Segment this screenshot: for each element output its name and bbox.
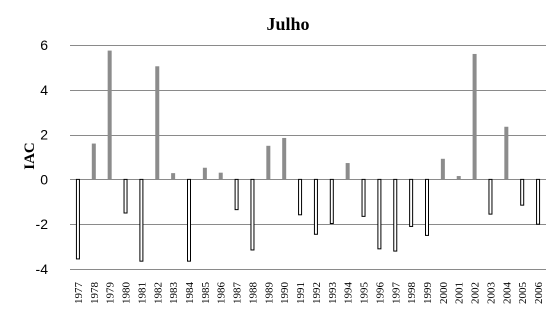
x-tick-label: 1994 xyxy=(343,282,355,305)
bar xyxy=(266,145,271,180)
bar xyxy=(187,178,191,262)
bar xyxy=(250,178,255,251)
y-tick-label: -4 xyxy=(36,261,49,277)
x-tick-label: 1991 xyxy=(295,282,307,304)
bar xyxy=(298,178,303,216)
bar xyxy=(123,178,128,214)
bar xyxy=(456,176,461,180)
bar xyxy=(393,178,398,252)
bar xyxy=(377,178,382,250)
x-tick-label: 1986 xyxy=(216,282,228,305)
bar xyxy=(472,53,477,180)
bar xyxy=(282,137,287,180)
x-tick-labels: 1977 1978 1979 1980 1981 1982 1983 1984 1985 1986… xyxy=(73,282,545,305)
bar xyxy=(409,178,414,227)
x-tick-label: 2002 xyxy=(470,282,482,304)
x-tick-label: 1993 xyxy=(327,282,339,305)
chart-title: Julho xyxy=(266,14,309,34)
bar xyxy=(536,178,541,225)
y-tick-label: 0 xyxy=(40,171,48,187)
bar xyxy=(504,126,509,180)
bar xyxy=(440,158,445,180)
y-tick-label: 6 xyxy=(40,37,48,53)
bar xyxy=(488,178,493,215)
bar xyxy=(218,172,223,180)
bar xyxy=(91,143,96,180)
bar xyxy=(202,167,207,180)
x-tick-label: 2003 xyxy=(485,282,497,305)
x-tick-label: 1997 xyxy=(390,282,402,305)
x-tick-label: 1998 xyxy=(406,282,418,305)
bars xyxy=(75,50,541,262)
bar xyxy=(171,173,176,180)
y-tick-labels: 6 4 2 0 -2 -4 xyxy=(36,37,49,277)
bar xyxy=(107,50,112,180)
y-tick-label: -2 xyxy=(36,216,49,232)
x-tick-label: 1990 xyxy=(279,282,291,305)
grid-lines xyxy=(70,45,546,270)
x-tick-label: 1978 xyxy=(89,282,101,305)
bar xyxy=(361,178,366,217)
bar xyxy=(425,178,429,236)
x-tick-label: 1985 xyxy=(200,282,212,305)
x-tick-label: 2004 xyxy=(501,282,513,305)
x-tick-label: 1999 xyxy=(422,282,434,305)
x-tick-label: 2006 xyxy=(533,282,545,305)
bar xyxy=(139,178,144,262)
x-tick-label: 1995 xyxy=(359,282,371,305)
bar xyxy=(520,178,525,206)
x-tick-label: 2001 xyxy=(454,282,466,304)
x-tick-label: 1996 xyxy=(374,282,386,305)
x-tick-label: 1982 xyxy=(152,282,164,304)
bar xyxy=(234,178,239,211)
x-tick-label: 1984 xyxy=(184,282,196,305)
x-tick-label: 1988 xyxy=(247,282,259,305)
x-tick-label: 1992 xyxy=(311,282,323,304)
bar xyxy=(329,178,334,225)
bar xyxy=(313,178,318,235)
y-tick-label: 2 xyxy=(40,127,48,143)
y-tick-label: 4 xyxy=(40,82,48,98)
bar xyxy=(75,178,80,260)
x-tick-label: 1980 xyxy=(121,282,133,305)
x-tick-label: 2005 xyxy=(517,282,529,305)
y-axis-label: IAC xyxy=(22,142,38,170)
x-tick-label: 1987 xyxy=(232,282,244,305)
bar xyxy=(345,163,350,180)
x-tick-label: 1981 xyxy=(136,282,148,304)
x-tick-label: 1989 xyxy=(263,282,275,305)
x-tick-label: 1977 xyxy=(73,282,85,305)
bar xyxy=(155,66,160,180)
x-tick-label: 1979 xyxy=(105,282,117,305)
x-tick-label: 2000 xyxy=(438,282,450,305)
x-tick-label: 1983 xyxy=(168,282,180,305)
